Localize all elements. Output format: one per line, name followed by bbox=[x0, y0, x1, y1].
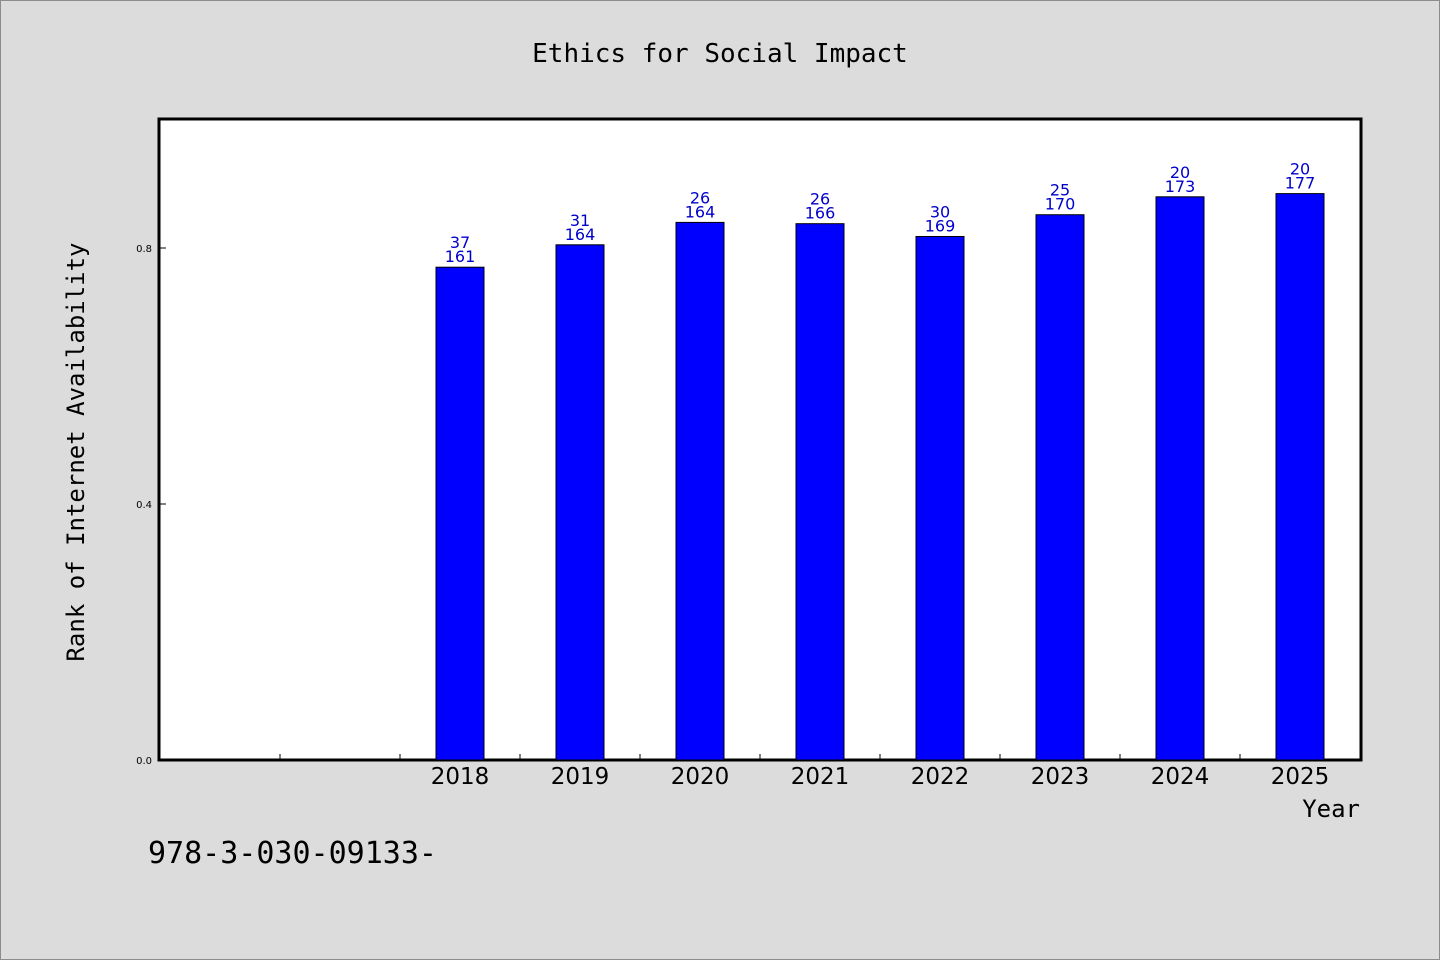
x-tick-label: 2022 bbox=[911, 764, 970, 790]
y-tick-label: 0.4 bbox=[136, 500, 152, 511]
footer-isbn-text: 978-3-030-09133- bbox=[148, 836, 437, 871]
data-label-bottom: 170 bbox=[1045, 195, 1076, 214]
data-label-top: 20 bbox=[1290, 160, 1310, 179]
bar-2022 bbox=[915, 235, 965, 761]
y-tick-label: 0.0 bbox=[136, 756, 152, 767]
bar-series bbox=[435, 193, 1325, 761]
data-label-bottom: 173 bbox=[1165, 177, 1196, 196]
data-label-top: 30 bbox=[930, 202, 950, 221]
y-axis: 0.0 0.4 0.8 bbox=[136, 244, 166, 767]
y-axis-label: Rank of Internet Availability bbox=[62, 242, 90, 661]
x-tick-label: 2018 bbox=[431, 764, 490, 790]
bar-2025 bbox=[1275, 193, 1325, 761]
data-label-top: 20 bbox=[1170, 163, 1190, 182]
x-tick-label: 2024 bbox=[1151, 764, 1210, 790]
data-label-bottom: 164 bbox=[685, 202, 716, 221]
chart-title: Ethics for Social Impact bbox=[532, 39, 908, 69]
data-label-top: 26 bbox=[810, 190, 830, 209]
x-tick-label: 2020 bbox=[671, 764, 730, 790]
bar-2024 bbox=[1155, 196, 1205, 761]
data-label-bottom: 161 bbox=[445, 247, 476, 266]
data-label-top: 37 bbox=[450, 233, 470, 252]
data-label-bottom: 169 bbox=[925, 216, 956, 235]
x-tick-label: 2019 bbox=[551, 764, 610, 790]
bar-2021 bbox=[795, 223, 845, 761]
data-label-top: 26 bbox=[690, 188, 710, 207]
bar-2018 bbox=[435, 266, 485, 761]
data-label-bottom: 177 bbox=[1285, 174, 1316, 193]
x-tick-label: 2025 bbox=[1271, 764, 1330, 790]
x-axis: 2018 2019 2020 2021 2022 2023 2024 2025 bbox=[279, 754, 1330, 790]
data-label-bottom: 166 bbox=[805, 204, 836, 223]
x-tick-label: 2021 bbox=[791, 764, 850, 790]
data-label-bottom: 164 bbox=[565, 225, 596, 244]
y-tick-label: 0.8 bbox=[136, 244, 152, 255]
data-label-top: 25 bbox=[1050, 181, 1070, 200]
data-label-top: 31 bbox=[570, 211, 590, 230]
bar-2020 bbox=[675, 221, 725, 761]
bar-2019 bbox=[555, 244, 605, 761]
x-axis-label: Year bbox=[1302, 795, 1360, 823]
bar-2023 bbox=[1035, 214, 1085, 761]
x-tick-label: 2023 bbox=[1031, 764, 1090, 790]
